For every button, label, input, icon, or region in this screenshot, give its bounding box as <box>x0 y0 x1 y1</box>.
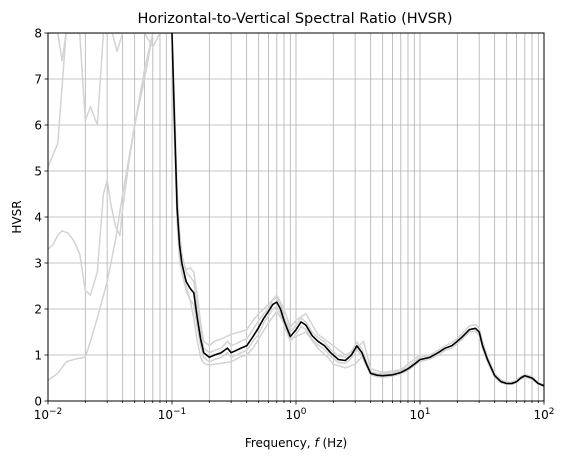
y-tick-label: 3 <box>34 256 42 270</box>
y-tick-label: 4 <box>34 210 42 224</box>
x-tick-label: 102 <box>533 407 554 422</box>
window-hvsr-curve <box>181 257 421 374</box>
y-axis-label: HVSR <box>10 200 24 233</box>
x-tick-label: 10−2 <box>34 407 63 422</box>
series-layer <box>48 33 544 388</box>
y-tick-label: 6 <box>34 118 42 132</box>
axes-ticks: 0 1 2 3 4 5 6 7 8 10−2 10−1 100 101 102 <box>34 26 555 422</box>
y-tick-label: 5 <box>34 164 42 178</box>
chart-title: Horizontal-to-Vertical Spectral Ratio (H… <box>137 11 452 27</box>
window-hvsr-curve <box>48 33 173 168</box>
window-hvsr-curve <box>48 33 173 62</box>
window-hvsr-curve <box>48 33 173 382</box>
y-tick-label: 0 <box>34 394 42 408</box>
x-tick-label: 101 <box>409 407 430 422</box>
window-hvsr-curve <box>171 33 421 377</box>
y-tick-label: 1 <box>34 348 42 362</box>
x-tick-label: 100 <box>285 407 306 422</box>
window-hvsr-curve <box>48 33 173 296</box>
x-tick-label: 10−1 <box>158 407 187 422</box>
x-axis-label: Frequency, f (Hz) <box>245 436 347 450</box>
mean-hvsr-curve <box>171 33 544 387</box>
window-hvsr-curve <box>171 33 544 386</box>
y-tick-label: 7 <box>34 72 42 86</box>
y-tick-label: 2 <box>34 302 42 316</box>
y-tick-label: 8 <box>34 26 42 40</box>
